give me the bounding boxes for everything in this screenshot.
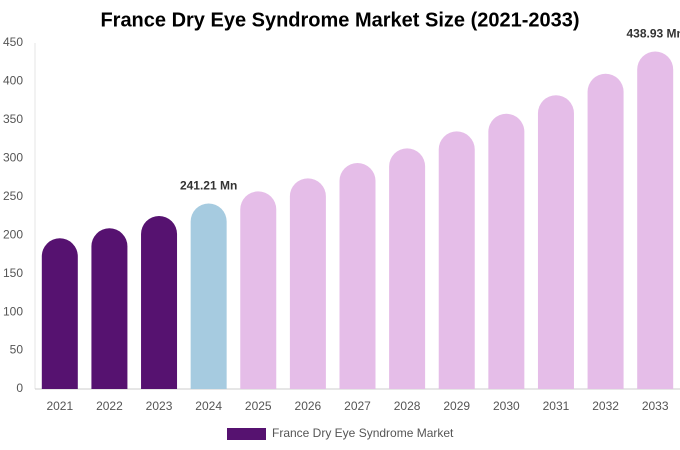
bar [91,228,128,389]
x-tick-label: 2027 [344,399,371,413]
y-tick-label: 300 [3,151,23,165]
bar [537,95,574,389]
bar [438,131,475,389]
y-tick-label: 100 [3,304,23,318]
bar [637,51,674,389]
bar [389,148,426,389]
x-tick-label: 2021 [46,399,73,413]
y-tick-label: 450 [3,35,23,49]
y-tick-label: 50 [10,343,24,357]
data-label: 438.93 Mn [627,27,680,41]
data-label: 241.21 Mn [180,179,237,193]
chart-title: France Dry Eye Syndrome Market Size (202… [100,9,579,31]
x-tick-label: 2026 [295,399,322,413]
x-tick-label: 2030 [493,399,520,413]
x-tick-label: 2022 [96,399,123,413]
bar [488,113,525,389]
bar [240,191,277,389]
x-tick-label: 2033 [642,399,669,413]
x-tick-label: 2024 [195,399,222,413]
bar [587,73,624,389]
y-tick-label: 350 [3,112,23,126]
bar [339,162,376,389]
x-tick-label: 2032 [592,399,619,413]
bar [141,216,178,389]
legend-swatch [227,428,266,440]
y-tick-label: 150 [3,266,23,280]
x-tick-label: 2031 [543,399,570,413]
bar [289,178,326,389]
y-tick-label: 250 [3,189,23,203]
y-tick-label: 400 [3,74,23,88]
y-tick-label: 200 [3,227,23,241]
bar [41,238,78,389]
bar [190,203,227,389]
x-tick-label: 2023 [146,399,173,413]
x-tick-label: 2028 [394,399,421,413]
legend-label: France Dry Eye Syndrome Market [272,426,454,440]
x-tick-label: 2025 [245,399,272,413]
y-tick-label: 0 [16,381,23,395]
x-tick-label: 2029 [443,399,470,413]
